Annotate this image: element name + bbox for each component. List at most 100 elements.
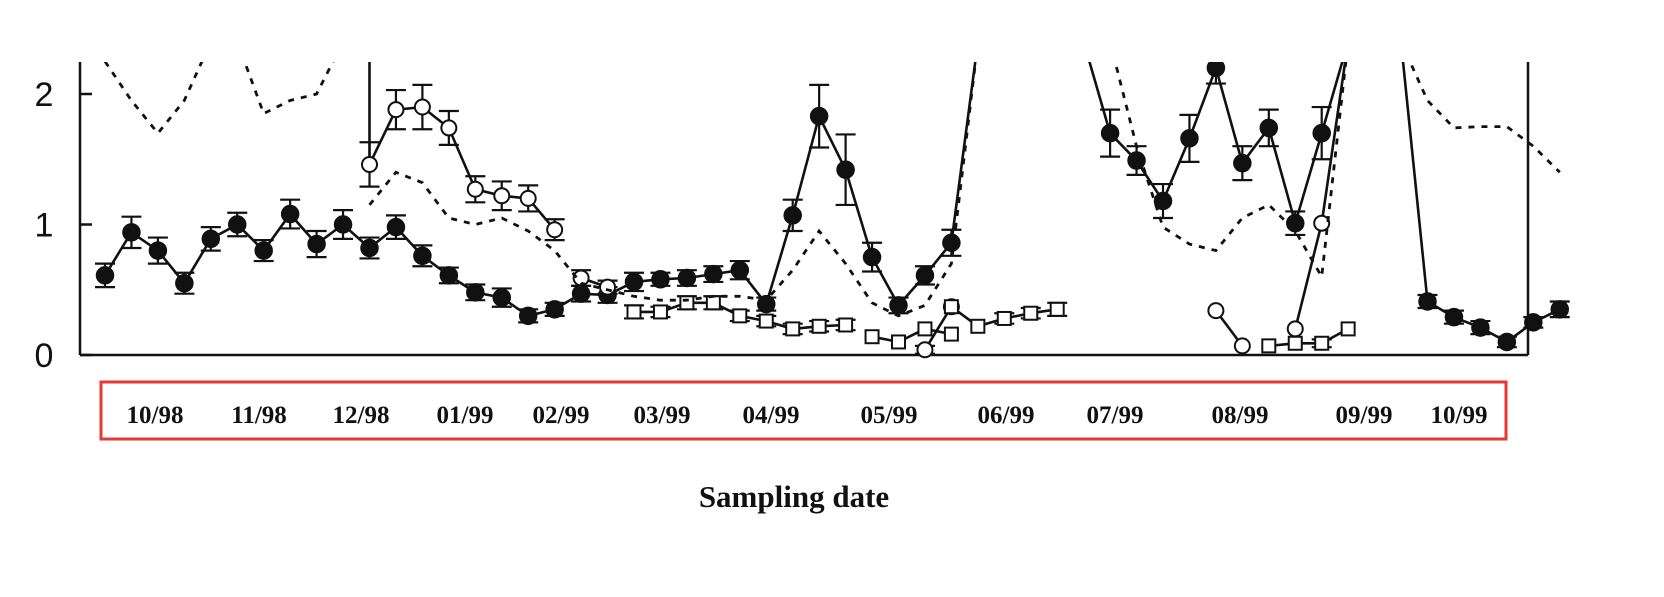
x-tick-label: 12/98 [333,402,390,429]
series-line [103,62,977,318]
data-point [838,317,854,333]
series-line [1268,327,1349,348]
x-tick-labels: 10/98 11/98 12/98 01/99 02/99 03/99 04/99 05/99… [127,402,1488,429]
series-line [103,62,204,136]
x-tick-label: 09/99 [1336,402,1393,429]
data-point [1444,307,1464,327]
x-tick-label: 06/99 [978,402,1035,429]
data-point [1261,338,1277,354]
data-point [785,321,801,337]
data-point [1313,214,1331,232]
data-point [1418,292,1437,311]
data-point [917,321,933,337]
data-point [836,160,855,179]
data-point [519,189,537,207]
data-point [1524,313,1543,332]
data-point [626,304,642,320]
x-tick-label: 03/99 [634,402,691,429]
data-point [1340,321,1356,337]
data-point [809,106,829,126]
data-point [466,180,484,198]
data-point [1180,129,1199,148]
data-point [864,329,880,345]
data-point [891,334,906,350]
x-tick-label: 08/99 [1212,402,1269,429]
data-point [1100,123,1120,143]
data-point [1049,301,1065,317]
y-tick-label: 2 [35,76,54,114]
data-point [758,313,774,329]
data-point [1153,191,1173,211]
x-axis-label: Sampling date [699,479,889,514]
data-point [1207,302,1225,320]
x-tick-label: 05/99 [861,402,918,429]
data-point [783,206,802,225]
y-ticks: 0 1 2 [35,76,92,375]
data-point [757,294,776,314]
data-point [915,266,935,285]
data-point [175,273,194,293]
data-point [1023,305,1039,321]
data-point [624,272,644,292]
data-point [387,101,405,119]
data-point [122,223,141,242]
data-point [201,229,221,249]
data-point [943,299,959,315]
data-point [862,247,882,267]
data-point [386,217,406,237]
data-point [1206,62,1226,78]
data-point [1471,318,1490,337]
series-line [871,327,952,344]
data-point [546,221,564,239]
data-point [677,268,697,288]
y-tick-label: 1 [35,207,54,245]
data-point [518,306,538,326]
data-point [1286,320,1304,338]
data-point [413,98,431,116]
data-point [545,300,564,319]
data-point [1259,118,1279,138]
data-point [307,234,326,254]
series-line [243,62,335,116]
series-line [1408,62,1561,174]
data-point [1497,332,1517,352]
data-point [651,270,670,289]
data-point [95,266,115,285]
x-tick-label: 10/98 [127,402,184,429]
data-point [730,260,750,280]
data-point [970,318,986,334]
highlight-box [99,380,1508,441]
series-open-square [624,295,1356,354]
x-tick-label: 02/99 [533,402,590,429]
data-point [228,215,247,234]
data-point [942,233,961,253]
data-point [679,295,695,311]
data-point [148,241,168,260]
series-line [1294,62,1347,330]
data-point [571,284,591,303]
data-point [889,296,908,315]
plot-area [95,62,1570,359]
data-point [361,155,378,173]
data-point [1233,337,1251,355]
x-tick-label: 11/98 [231,402,287,429]
data-point [996,310,1012,326]
x-tick-label: 07/99 [1087,402,1144,429]
data-point [1314,335,1330,351]
x-tick-label: 04/99 [743,402,800,429]
series-filled-circle [95,62,1570,352]
data-point [1286,213,1305,233]
data-point [1233,153,1252,173]
series-open-circle [359,62,1347,359]
x-tick-label: 01/99 [437,402,494,429]
series-line [368,62,977,318]
data-point [492,288,511,307]
data-point [704,264,723,284]
data-point [652,304,668,320]
data-point [413,246,432,266]
data-point [1127,151,1146,170]
data-point [466,283,485,302]
data-point [360,238,379,258]
